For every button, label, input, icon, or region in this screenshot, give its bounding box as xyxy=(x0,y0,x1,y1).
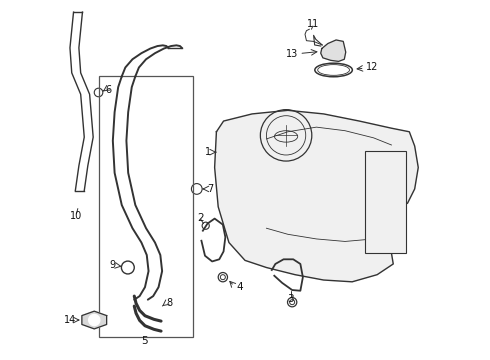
Text: 3: 3 xyxy=(288,294,294,303)
Text: 13: 13 xyxy=(286,49,298,59)
Text: 7: 7 xyxy=(207,184,214,194)
Polygon shape xyxy=(321,40,346,62)
Polygon shape xyxy=(82,311,107,329)
Text: 2: 2 xyxy=(197,212,204,222)
Text: 6: 6 xyxy=(105,85,111,95)
Bar xyxy=(98,76,193,337)
Text: 12: 12 xyxy=(366,63,378,72)
Bar xyxy=(365,152,406,253)
Text: 4: 4 xyxy=(236,282,243,292)
Text: 11: 11 xyxy=(307,19,319,29)
Text: 9: 9 xyxy=(110,260,116,270)
Text: 5: 5 xyxy=(142,337,148,346)
Text: 1: 1 xyxy=(205,147,211,157)
Polygon shape xyxy=(89,315,100,325)
Text: 10: 10 xyxy=(70,211,82,221)
Text: 8: 8 xyxy=(167,298,172,308)
Text: 14: 14 xyxy=(64,315,76,325)
Polygon shape xyxy=(215,111,418,282)
